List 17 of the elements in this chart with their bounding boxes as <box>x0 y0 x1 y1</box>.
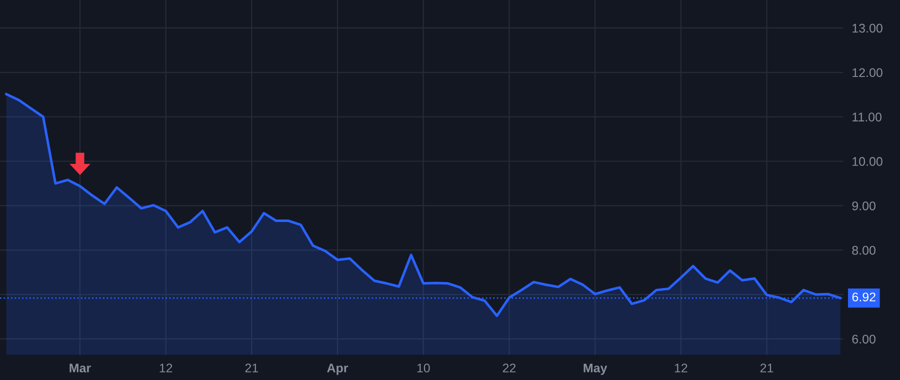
x-tick-label: 12 <box>160 364 172 372</box>
x-tick-label: 22 <box>502 364 516 372</box>
x-tick-label: Apr <box>327 364 348 375</box>
x-tick-label: 10 <box>417 364 430 372</box>
x-tick-label: 21 <box>760 364 774 372</box>
y-tick-label: 10.00 <box>852 157 882 166</box>
x-tick-label: Mar <box>70 364 91 372</box>
x-tick-label: 12 <box>674 364 688 372</box>
x-tick-label: 21 <box>245 364 258 372</box>
y-tick-label: 6.00 <box>852 334 876 344</box>
ref-line-label: 6.92 <box>852 292 876 302</box>
y-tick-label: 11.00 <box>852 112 882 122</box>
y-tick-label: 13.00 <box>852 24 882 33</box>
y-tick-label: 12.00 <box>852 68 882 78</box>
y-tick-label: 8.00 <box>852 246 876 255</box>
y-tick-label: 9.00 <box>852 201 876 210</box>
x-tick-label: May <box>584 364 608 375</box>
